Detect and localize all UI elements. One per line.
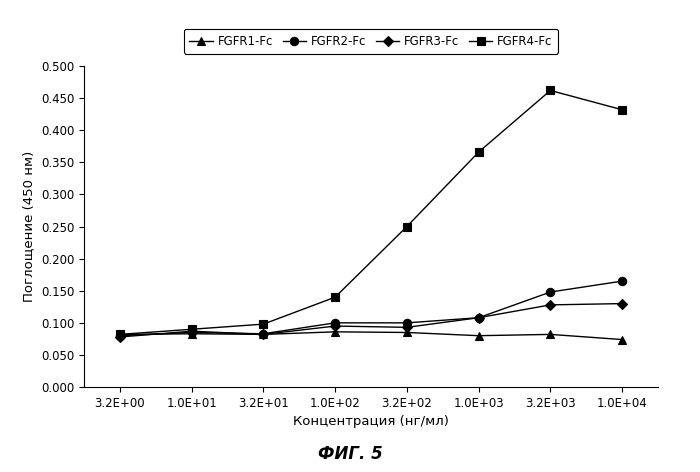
FGFR3-Fc <box>475 315 483 320</box>
FGFR4-Fc <box>475 149 483 155</box>
FGFR3-Fc <box>116 334 124 340</box>
FGFR2-Fc <box>475 315 483 320</box>
FGFR2-Fc <box>618 278 626 284</box>
Legend: FGFR1-Fc, FGFR2-Fc, FGFR3-Fc, FGFR4-Fc: FGFR1-Fc, FGFR2-Fc, FGFR3-Fc, FGFR4-Fc <box>183 29 559 54</box>
FGFR3-Fc <box>259 331 267 337</box>
FGFR2-Fc <box>402 320 411 326</box>
FGFR3-Fc <box>546 302 554 308</box>
FGFR1-Fc <box>188 331 196 337</box>
FGFR2-Fc <box>546 289 554 295</box>
FGFR2-Fc <box>259 331 267 337</box>
FGFR2-Fc <box>331 320 340 326</box>
FGFR1-Fc <box>402 329 411 335</box>
Text: ФИГ. 5: ФИГ. 5 <box>318 445 382 463</box>
X-axis label: Концентрация (нг/мл): Концентрация (нг/мл) <box>293 415 449 428</box>
FGFR1-Fc <box>259 331 267 337</box>
Line: FGFR1-Fc: FGFR1-Fc <box>116 328 626 344</box>
FGFR4-Fc <box>402 224 411 229</box>
FGFR4-Fc <box>259 321 267 327</box>
FGFR4-Fc <box>331 295 340 300</box>
FGFR4-Fc <box>546 88 554 93</box>
FGFR3-Fc <box>331 323 340 329</box>
FGFR1-Fc <box>618 337 626 342</box>
FGFR1-Fc <box>331 329 340 335</box>
Line: FGFR3-Fc: FGFR3-Fc <box>116 300 626 340</box>
FGFR2-Fc <box>188 329 196 335</box>
FGFR1-Fc <box>475 333 483 338</box>
FGFR4-Fc <box>618 107 626 112</box>
FGFR3-Fc <box>618 301 626 306</box>
Line: FGFR4-Fc: FGFR4-Fc <box>116 86 626 338</box>
FGFR4-Fc <box>116 331 124 337</box>
Y-axis label: Поглощение (450 нм): Поглощение (450 нм) <box>22 151 35 302</box>
FGFR2-Fc <box>116 333 124 338</box>
FGFR4-Fc <box>188 327 196 332</box>
Line: FGFR2-Fc: FGFR2-Fc <box>116 277 626 340</box>
FGFR3-Fc <box>188 329 196 334</box>
FGFR1-Fc <box>116 331 124 337</box>
FGFR3-Fc <box>402 325 411 330</box>
FGFR1-Fc <box>546 331 554 337</box>
